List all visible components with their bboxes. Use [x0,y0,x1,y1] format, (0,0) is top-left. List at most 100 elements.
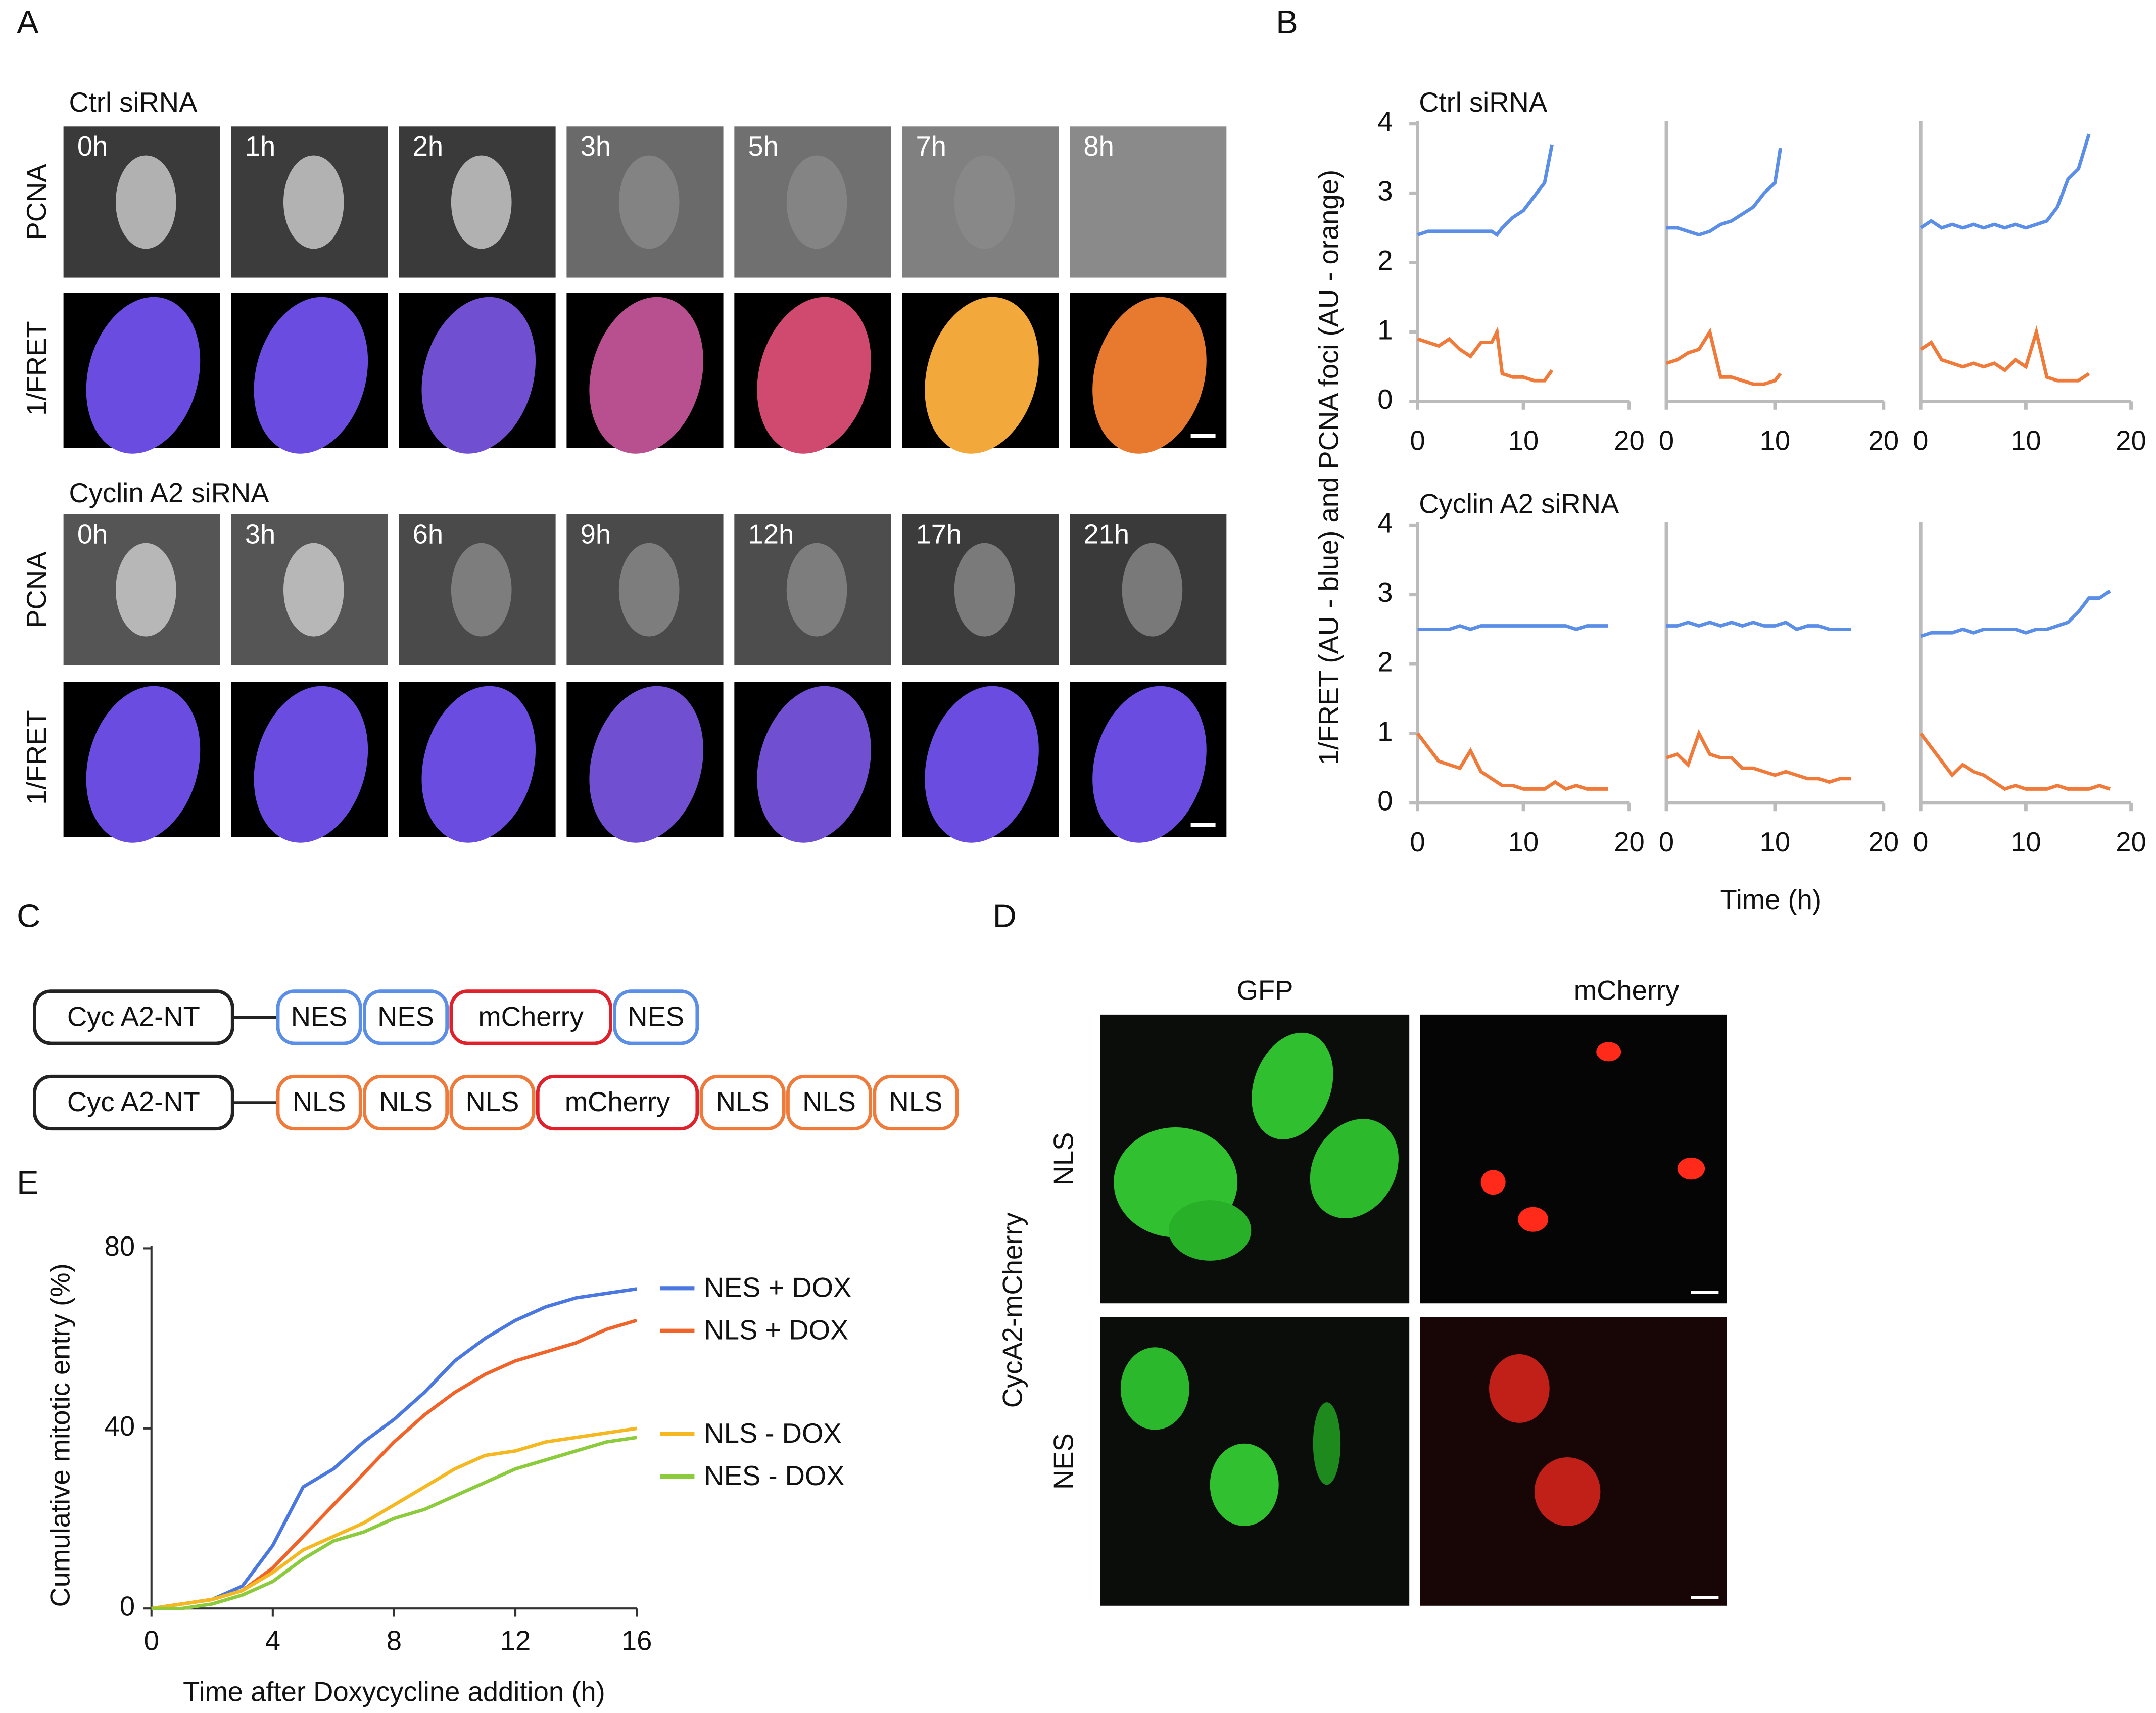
y-axis-label: 1/FRET (AU - blue) and PCNA foci (AU - o… [1313,170,1344,765]
x-tick-label: 0 [1659,425,1674,456]
x-tick-label: 0 [1913,425,1928,456]
x-tick-label: 20 [2116,425,2146,456]
domain-label: NLS [379,1086,433,1117]
nucleus [618,543,680,637]
time-label: 9h [581,518,611,549]
nucleus [283,543,344,637]
nucleus [1122,155,1183,249]
series-line [151,1426,637,1610]
time-label: 3h [581,131,611,162]
panel-label: D [993,897,1017,934]
time-label: 0h [77,131,108,162]
x-tick-label: 10 [2010,425,2041,456]
y-tick-label: 2 [1377,245,1393,276]
x-tick-label: 8 [387,1626,402,1656]
domain-box [276,1074,362,1131]
nucleus [451,155,512,249]
series-line [151,1318,638,1610]
nucleus [1122,543,1183,637]
domain-label: NLS [716,1086,770,1117]
x-tick-label: 0 [1410,827,1425,858]
cell [86,686,201,843]
domain-box [363,1074,449,1131]
domain-box [363,989,449,1045]
time-label: 17h [916,518,962,549]
row-title: Ctrl siRNA [1419,87,1548,118]
series-line [151,1436,637,1610]
row-label: 1/FRET [21,710,52,804]
cell [925,686,1039,843]
series-line [1665,729,1851,784]
domain-label: mCherry [565,1086,670,1117]
y-tick-label: 1 [1377,314,1393,345]
x-tick-label: 20 [1614,425,1645,456]
series-line [1416,732,1608,791]
y-tick-label: 0 [1377,384,1393,415]
cell [86,297,201,454]
series-line [1417,326,1554,383]
row-label: NES [1048,1433,1079,1490]
cell [1092,297,1207,454]
y-tick-label: 1 [1377,716,1393,747]
group-title: Ctrl siRNA [69,87,198,118]
x-tick-label: 12 [500,1626,531,1656]
column-label: mCherry [1574,975,1680,1006]
x-tick-label: 20 [1868,827,1899,858]
row-label: PCNA [21,551,52,628]
nucleus [786,543,847,637]
time-label: 2h [413,131,444,162]
series-line [1920,325,2090,383]
nucleus [116,155,176,249]
x-tick-label: 20 [1614,827,1645,858]
domain-box [613,989,699,1045]
domain-label: NES [628,1001,684,1032]
series-line [1666,148,1783,237]
nucleus [954,155,1015,249]
x-tick-label: 10 [2010,827,2041,858]
panel-label: B [1276,4,1298,40]
domain-box [449,989,612,1045]
series-line [1920,133,2091,230]
domain-box [536,1074,699,1131]
nucleus [451,543,512,637]
panel-label: A [17,4,39,40]
time-label: 1h [245,131,276,162]
nucleus [283,155,344,249]
series-line [1665,327,1782,386]
domain-label: NES [377,1001,434,1032]
y-tick-label: 3 [1377,176,1393,207]
y-tick-label: 4 [1377,106,1393,137]
x-tick-label: 10 [1760,827,1791,858]
domain-label: NES [291,1001,348,1032]
time-label: 12h [748,518,794,549]
domain-box [276,989,362,1045]
domain-box [786,1074,873,1131]
series-line [1417,624,1608,631]
nucleus [954,543,1015,637]
series-line [151,1287,637,1610]
row-label: NLS [1048,1132,1079,1186]
domain-label: NLS [293,1086,346,1117]
cell [589,297,703,454]
nucleus [786,155,847,249]
x-tick-label: 0 [144,1626,159,1656]
nucleus [618,155,680,249]
time-label: 5h [748,131,779,162]
cell [757,686,871,843]
y-tick-label: 3 [1377,577,1393,608]
series-line [1920,589,2111,638]
y-tick-label: 2 [1377,646,1393,677]
x-tick-label: 0 [1913,827,1928,858]
x-axis-label: Time (h) [1720,884,1821,915]
y-tick-label: 0 [1377,785,1393,816]
y-tick-label: 80 [105,1231,135,1262]
domain-label: NLS [889,1086,943,1117]
cell [421,686,536,843]
domain-label: NLS [802,1086,856,1117]
row-label: PCNA [21,164,52,241]
y-tick-label: 4 [1377,508,1393,539]
legend-label: NES - DOX [704,1460,844,1491]
micrograph [1100,1014,1727,1606]
row-title: Cyclin A2 siRNA [1419,489,1619,519]
